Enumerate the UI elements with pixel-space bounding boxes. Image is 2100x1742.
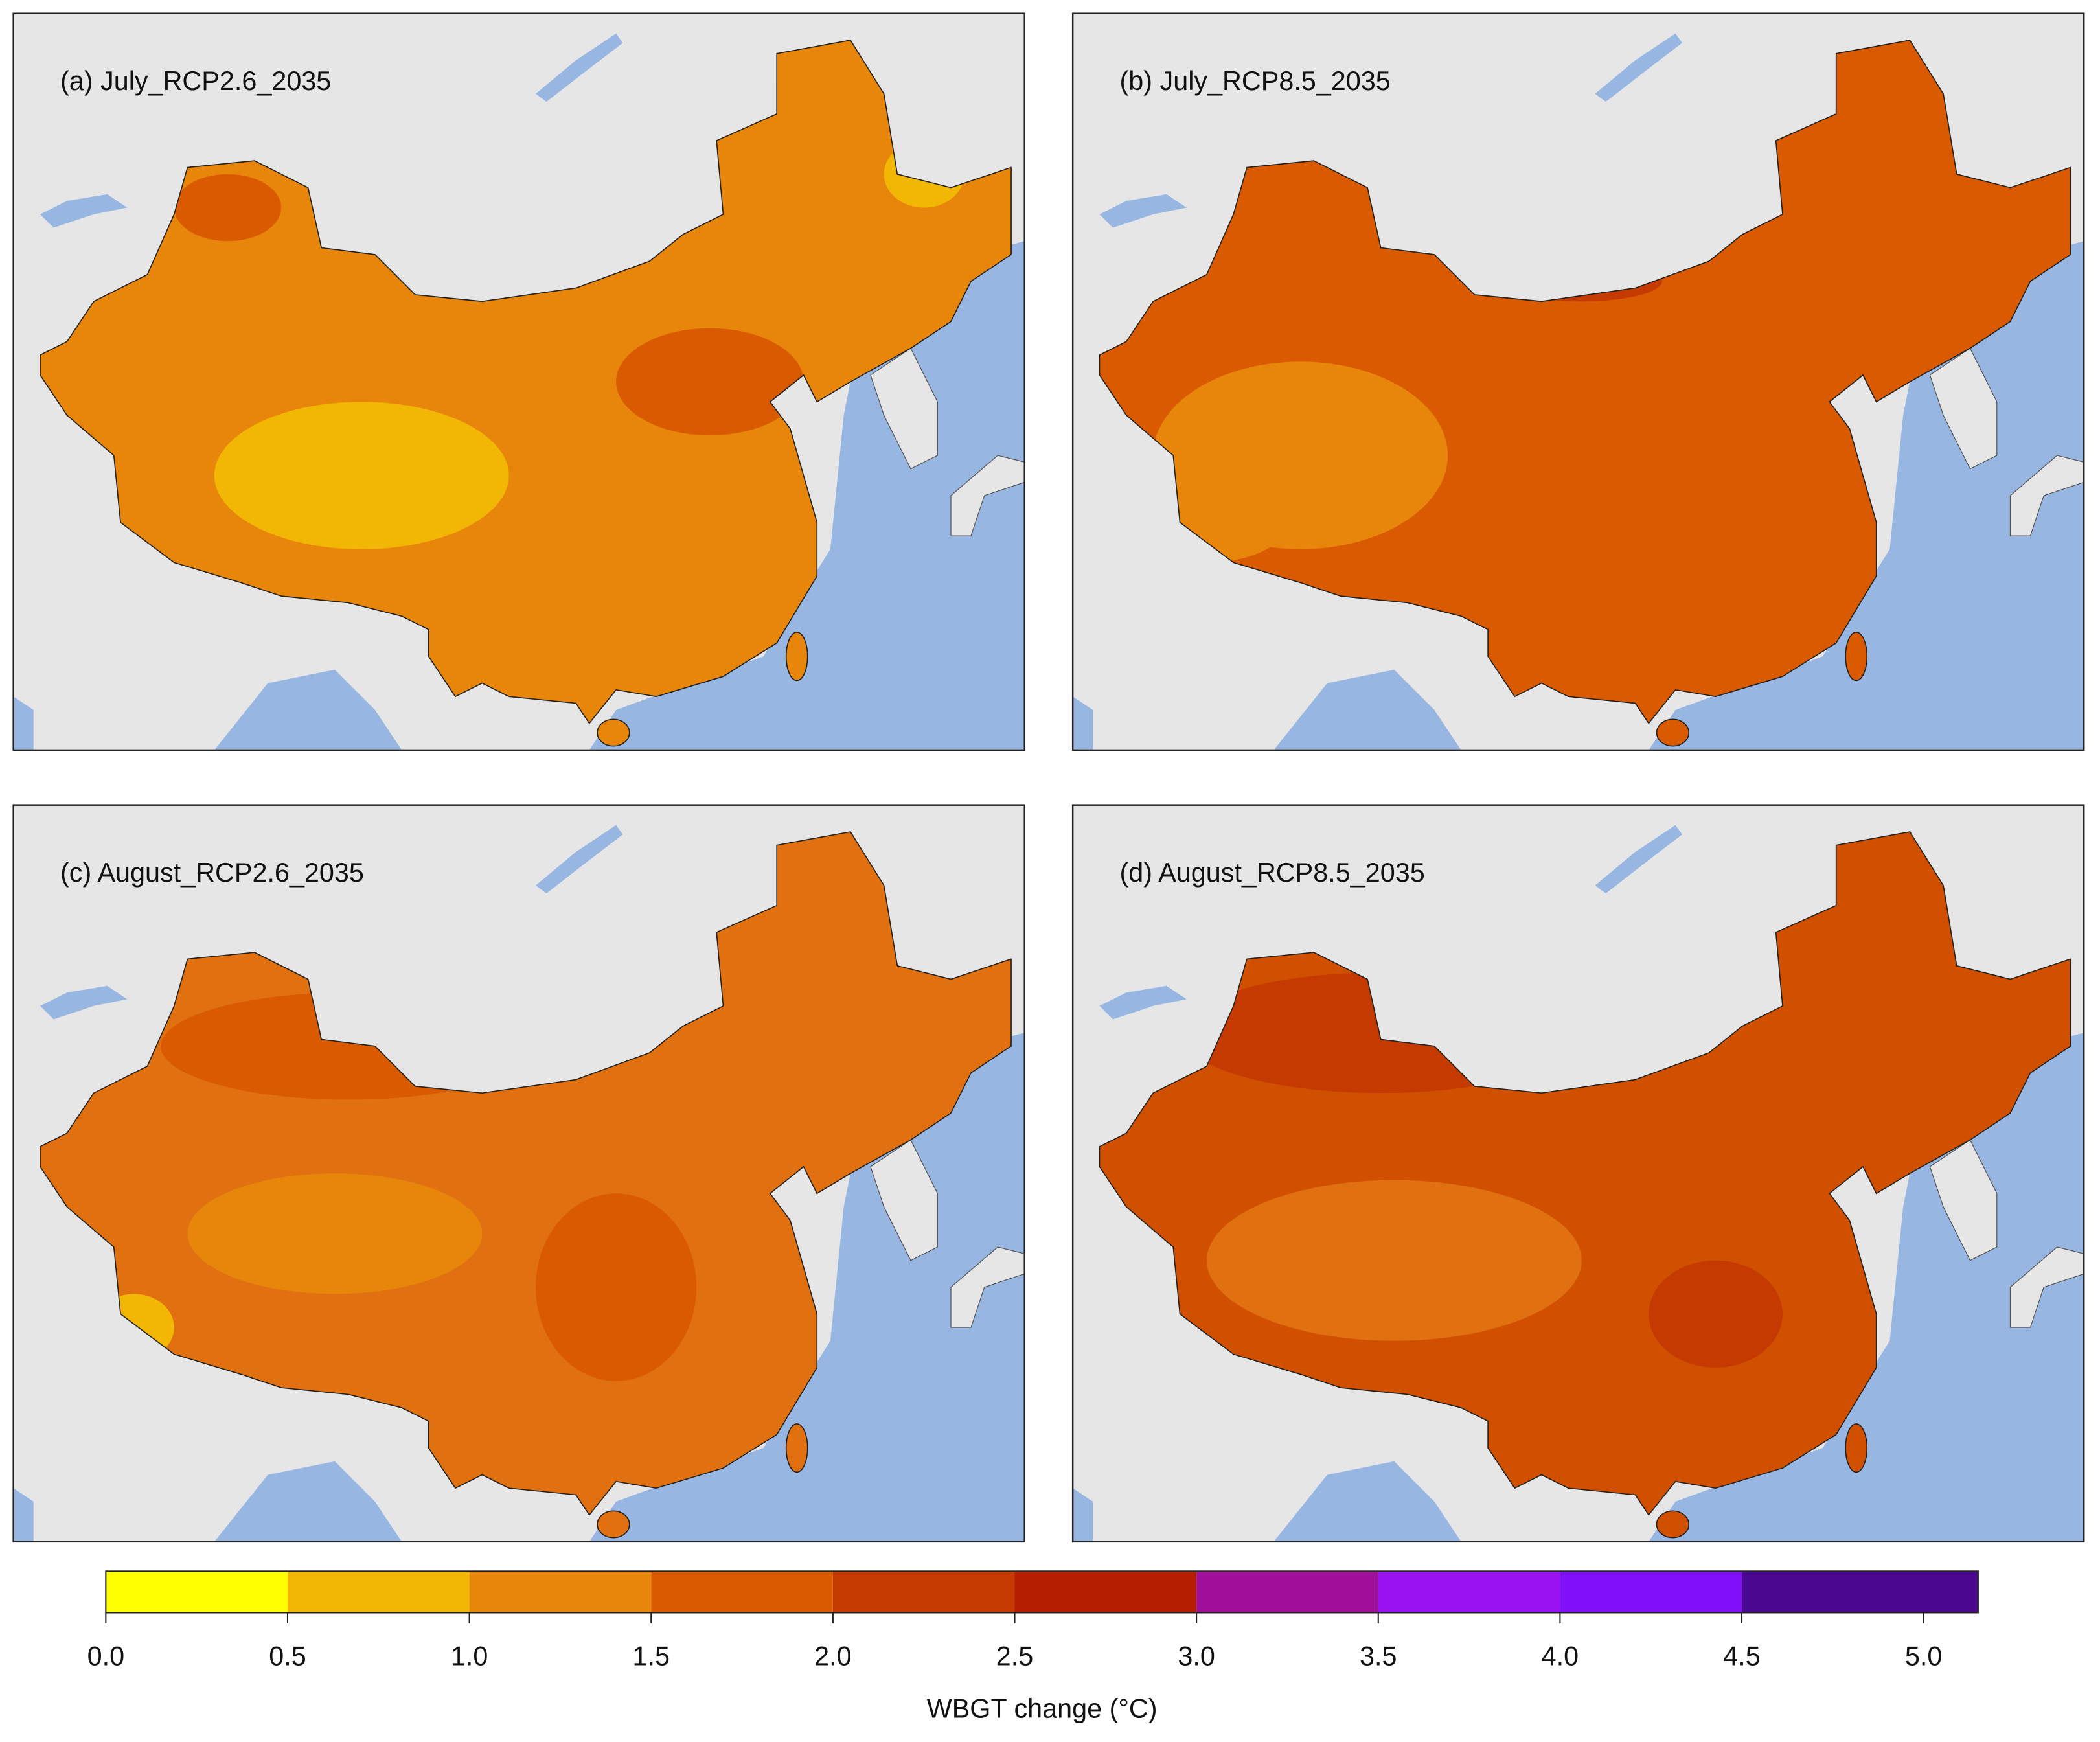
island <box>1656 718 1690 747</box>
colorbar-tick-label: 2.5 <box>996 1642 1033 1671</box>
colorbar-tick-label: 0.5 <box>269 1642 306 1671</box>
panel-title: (c) August_RCP2.6_2035 <box>60 858 364 888</box>
sea <box>1073 1488 1093 1542</box>
country-fill <box>1099 40 2071 724</box>
map-panel: (d) August_RCP8.5_2035 <box>1071 804 2085 1543</box>
colorbar-segment <box>651 1571 833 1613</box>
value-patch <box>616 328 804 436</box>
map-panel: (a) July_RCP2.6_2035 <box>12 12 1025 751</box>
panel-title: (b) July_RCP8.5_2035 <box>1120 66 1391 96</box>
colorbar-tick-label: 5.0 <box>1905 1642 1942 1671</box>
colorbar-tick-label: 3.0 <box>1178 1642 1215 1671</box>
colorbar-segment <box>1378 1571 1560 1613</box>
panel-frame <box>1071 12 2085 751</box>
map-area <box>1073 805 2084 1542</box>
border <box>40 831 1012 1516</box>
colorbar-segment <box>287 1571 470 1613</box>
panel-title: (a) July_RCP2.6_2035 <box>60 66 331 96</box>
island <box>785 1423 808 1473</box>
country-fill <box>40 40 1012 724</box>
island <box>1656 1510 1690 1539</box>
lake <box>536 825 623 894</box>
islands <box>950 455 1025 536</box>
island <box>1845 632 1868 682</box>
value-patch <box>174 174 282 242</box>
colorbar-segment <box>832 1571 1015 1613</box>
border <box>1099 831 2071 1516</box>
island <box>1845 1423 1868 1473</box>
border <box>40 40 1012 724</box>
lake <box>1595 825 1682 894</box>
border <box>1099 40 2071 724</box>
sea <box>1273 669 1461 750</box>
colorbar-tick-label: 3.5 <box>1360 1642 1397 1671</box>
sea <box>13 1488 34 1542</box>
colorbar-tick-label: 2.0 <box>814 1642 851 1671</box>
panel-title: (d) August_RCP8.5_2035 <box>1120 858 1425 888</box>
sea <box>214 669 402 750</box>
map-area <box>13 13 1025 750</box>
colorbar-segment <box>1560 1571 1742 1613</box>
colorbar-label: WBGT change (°C) <box>927 1693 1158 1723</box>
panel-frame <box>12 804 1025 1543</box>
island <box>785 632 808 682</box>
map-panel: (c) August_RCP2.6_2035 <box>12 804 1025 1543</box>
islands <box>2009 1246 2084 1328</box>
lake <box>1595 33 1682 102</box>
map-panel: (b) July_RCP8.5_2035 <box>1071 12 2085 751</box>
map-area <box>13 805 1025 1542</box>
colorbar-tick-label: 4.0 <box>1542 1642 1579 1671</box>
colorbar-tick-label: 0.0 <box>87 1642 124 1671</box>
value-patch <box>214 402 509 549</box>
island <box>597 718 630 747</box>
colorbar-segment <box>1014 1571 1197 1613</box>
lake <box>1099 985 1187 1020</box>
islands <box>2009 455 2084 536</box>
colorbar-tick-label: 1.0 <box>451 1642 488 1671</box>
colorbar-segment <box>1196 1571 1378 1613</box>
colorbar-segment <box>1742 1571 1978 1613</box>
lake <box>40 985 128 1020</box>
colorbar-tick-label: 4.5 <box>1723 1642 1760 1671</box>
value-patch <box>536 1193 697 1381</box>
colorbar-segment <box>469 1571 652 1613</box>
island <box>597 1510 630 1539</box>
value-patch <box>187 1173 483 1294</box>
sea <box>13 696 34 750</box>
colorbar-frame <box>105 1570 1979 1614</box>
value-patch <box>1649 1260 1783 1368</box>
panel-frame <box>1071 804 2085 1543</box>
colorbar-tick-label: 1.5 <box>632 1642 669 1671</box>
colorbar-segment <box>106 1571 288 1613</box>
lake <box>40 194 128 228</box>
sea <box>214 1461 402 1542</box>
value-patch <box>1206 1180 1582 1341</box>
lake <box>1099 194 1187 228</box>
islands <box>950 1246 1025 1328</box>
sea <box>1273 1461 1461 1542</box>
map-area <box>1073 13 2084 750</box>
sea <box>1073 696 1093 750</box>
lake <box>536 33 623 102</box>
panel-frame <box>12 12 1025 751</box>
